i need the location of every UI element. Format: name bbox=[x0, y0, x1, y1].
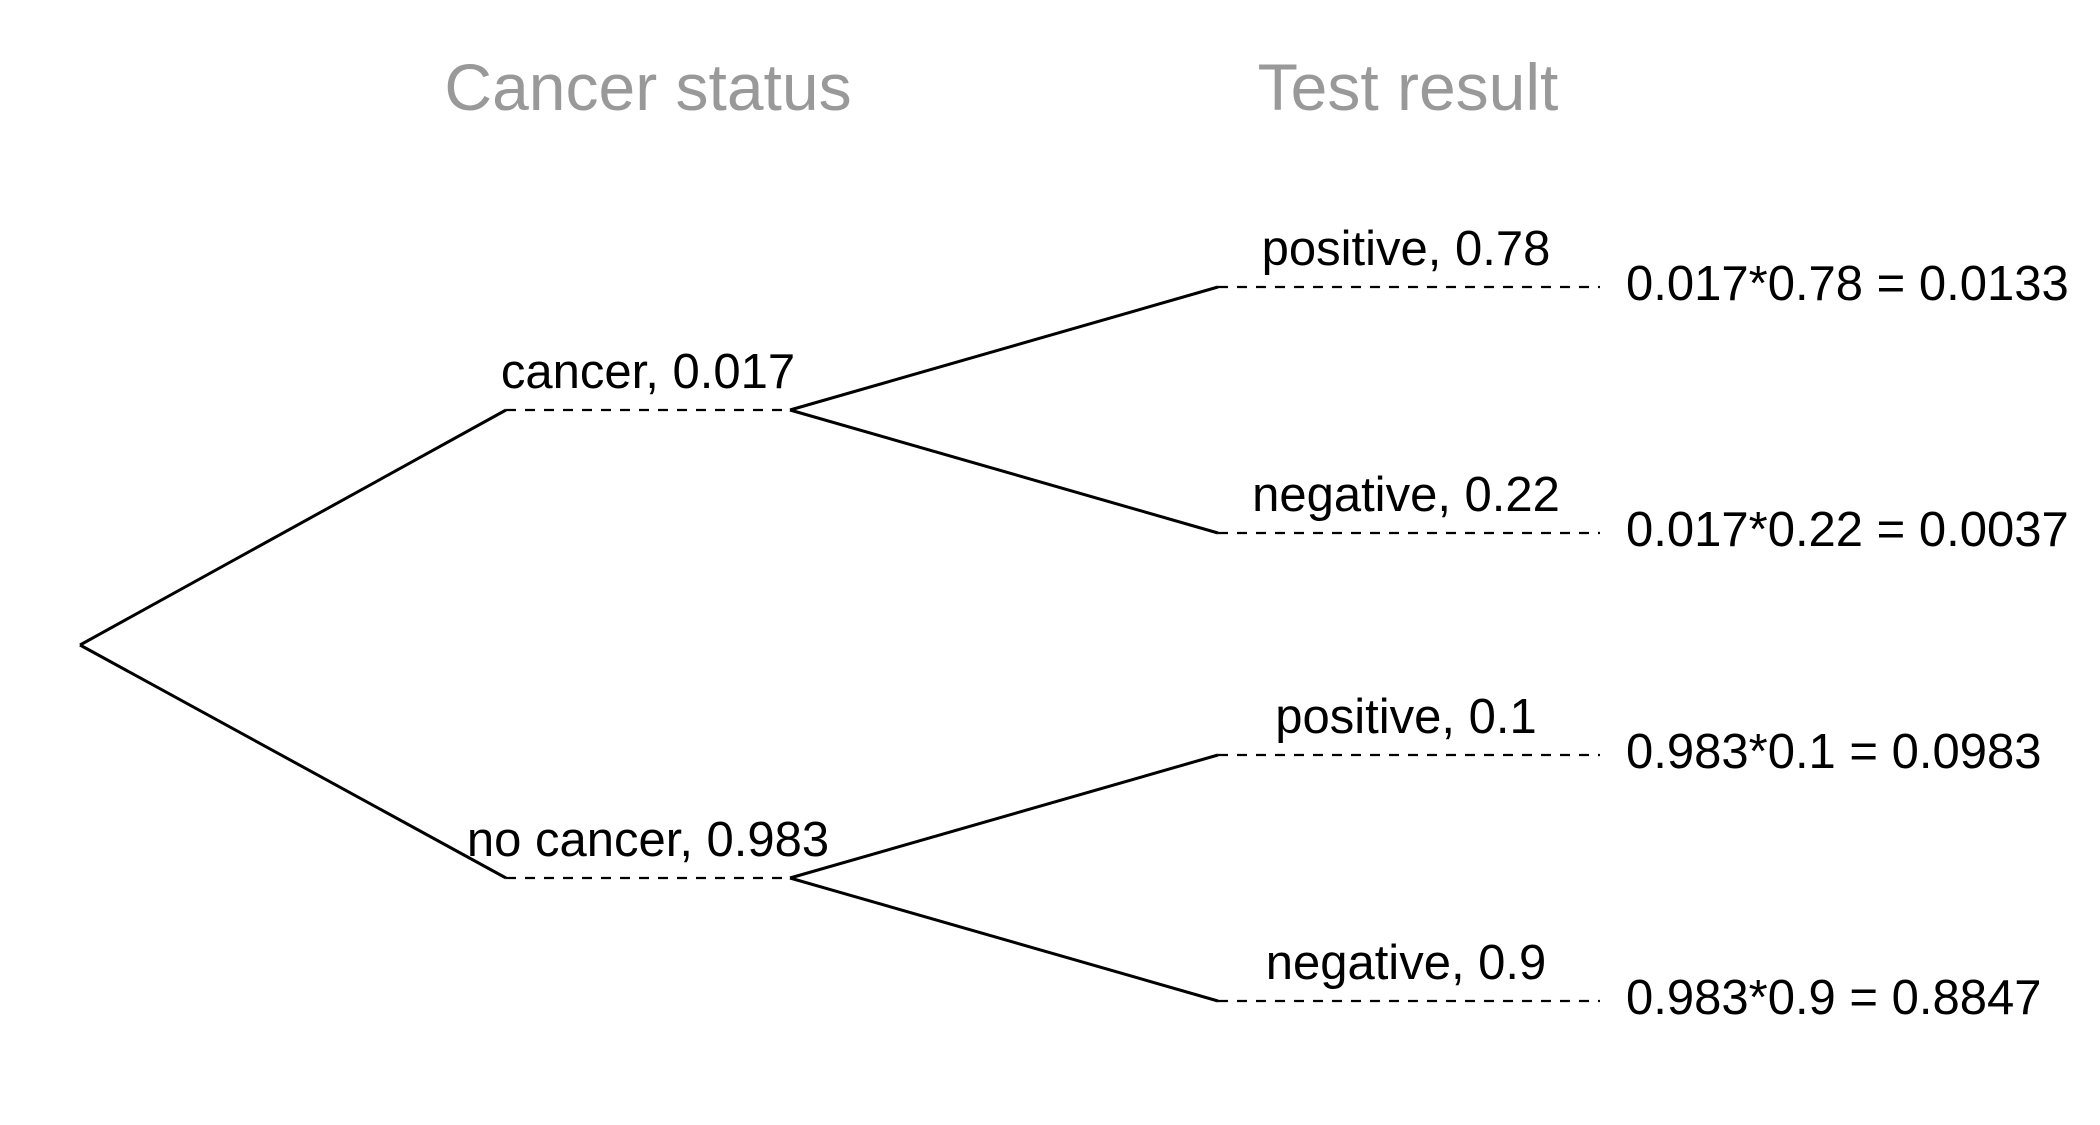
branch-no-cancer-to-negative bbox=[789, 876, 1219, 1003]
branch-cancer-to-positive bbox=[789, 285, 1219, 412]
node-label-cancer-negative: negative, 0.22 bbox=[1252, 468, 1560, 522]
outcome-no-cancer-negative: 0.983*0.9 = 0.8847 bbox=[1626, 971, 2042, 1025]
node-label-no-cancer-negative: negative, 0.9 bbox=[1266, 936, 1547, 990]
outcome-no-cancer-positive: 0.983*0.1 = 0.0983 bbox=[1626, 725, 2042, 779]
node-label-no-cancer: no cancer, 0.983 bbox=[467, 813, 829, 867]
outcome-cancer-positive: 0.017*0.78 = 0.0133 bbox=[1626, 257, 2069, 311]
branch-cancer-to-negative bbox=[789, 408, 1219, 535]
node-label-cancer-positive: positive, 0.78 bbox=[1262, 222, 1551, 276]
branch-root-to-no-cancer bbox=[79, 643, 507, 880]
node-label-no-cancer-positive: positive, 0.1 bbox=[1275, 690, 1537, 744]
node-label-cancer: cancer, 0.017 bbox=[501, 345, 795, 399]
branch-no-cancer-to-positive bbox=[789, 753, 1219, 880]
header-cancer-status: Cancer status bbox=[444, 50, 851, 124]
outcome-cancer-negative: 0.017*0.22 = 0.0037 bbox=[1626, 503, 2069, 557]
branch-root-to-cancer bbox=[79, 408, 507, 647]
header-test-result: Test result bbox=[1258, 50, 1559, 124]
